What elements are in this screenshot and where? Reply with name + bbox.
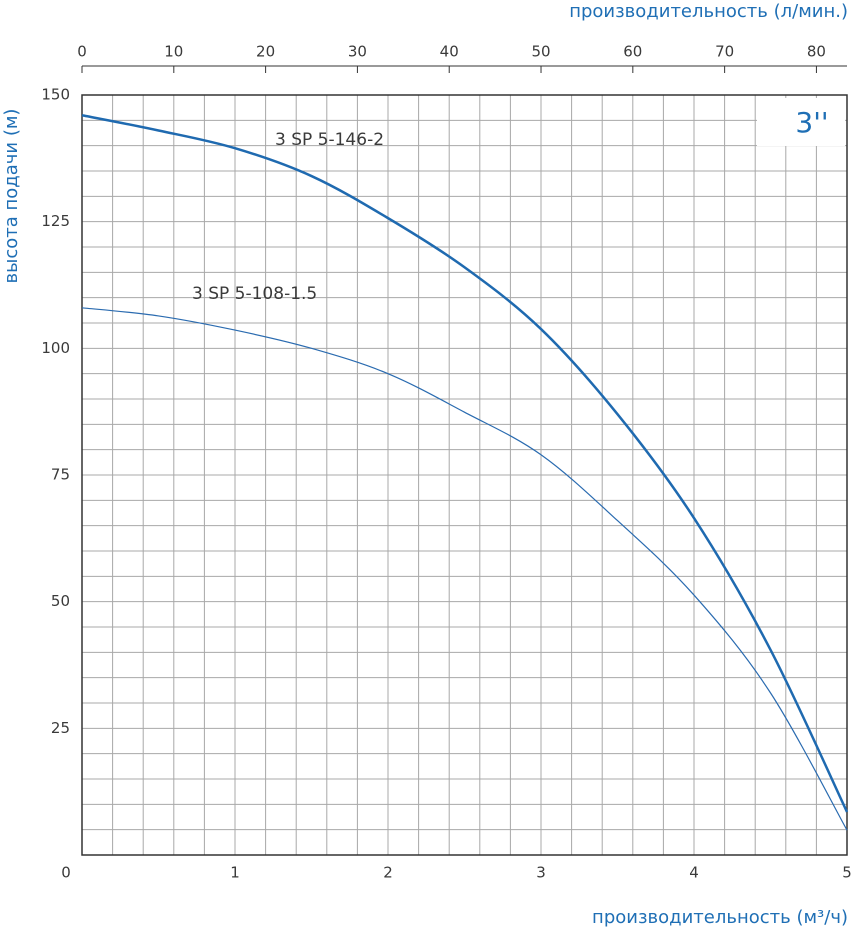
- top-tick-label: 40: [440, 43, 459, 61]
- y-tick-label: 100: [41, 339, 70, 357]
- x-tick-label: 0: [61, 864, 71, 882]
- y-tick-label: 125: [41, 212, 70, 230]
- y-tick-label: 50: [51, 592, 70, 610]
- y-axis-title: высота подачи (м): [1, 109, 22, 284]
- badge-box: [757, 98, 845, 146]
- top-tick-label: 50: [531, 43, 550, 61]
- x-tick-label: 3: [536, 864, 546, 882]
- y-tick-label: 75: [51, 466, 70, 484]
- series-line: [81, 114, 849, 813]
- y-tick-label: 25: [51, 719, 70, 737]
- x-tick-label: 5: [842, 864, 852, 882]
- x-tick-label: 4: [689, 864, 699, 882]
- top-axis-title: производительность (л/мин.): [569, 1, 848, 22]
- top-tick-label: 60: [623, 43, 642, 61]
- x-axis-title: производительность (м³/ч): [592, 907, 848, 928]
- top-tick-label: 20: [256, 43, 275, 61]
- x-tick-label: 2: [383, 864, 393, 882]
- series-line: [81, 307, 848, 831]
- x-tick-label: 1: [230, 864, 240, 882]
- plot-border: [81, 94, 848, 856]
- series-label: 3 SP 5-108-1.5: [192, 284, 317, 304]
- y-tick-label: 150: [41, 86, 70, 104]
- badge: 3'': [795, 106, 828, 139]
- series-label: 3 SP 5-146-2: [275, 130, 384, 150]
- top-tick-label: 80: [807, 43, 826, 61]
- top-tick-label: 70: [715, 43, 734, 61]
- top-tick-label: 10: [164, 43, 183, 61]
- top-tick-label: 30: [348, 43, 367, 61]
- top-tick-label: 0: [77, 43, 87, 61]
